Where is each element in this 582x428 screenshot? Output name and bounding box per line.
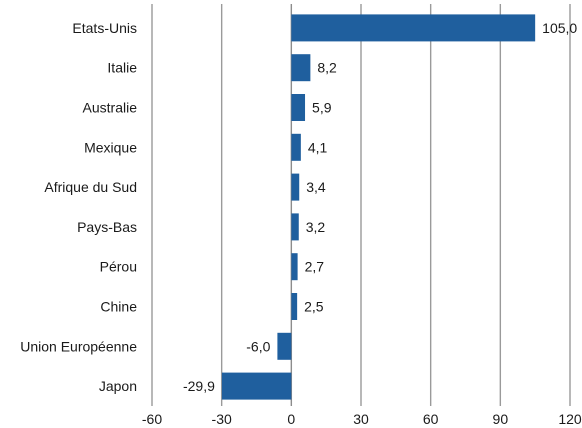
bar bbox=[291, 213, 299, 241]
x-tick-label: 0 bbox=[287, 411, 295, 427]
bars bbox=[221, 14, 536, 400]
x-tick-label: 120 bbox=[558, 411, 582, 427]
x-tick-label: -60 bbox=[142, 411, 162, 427]
data-label: 3,2 bbox=[306, 219, 326, 235]
category-label: Italie bbox=[107, 60, 137, 76]
gridlines bbox=[151, 4, 571, 406]
category-label: Chine bbox=[100, 299, 137, 315]
x-axis-tick-labels: -60 -30 0 30 60 90 120 bbox=[142, 411, 582, 427]
data-label: 8,2 bbox=[317, 60, 337, 76]
value-labels: 105,0 8,2 5,9 4,1 3,4 3,2 2,7 2,5 -6,0 -29,9 bbox=[183, 20, 577, 394]
data-label: -29,9 bbox=[183, 378, 215, 394]
data-label: 2,7 bbox=[305, 259, 325, 275]
data-label: 5,9 bbox=[312, 100, 332, 116]
category-label: Afrique du Sud bbox=[44, 179, 137, 195]
category-label: Union Européenne bbox=[20, 338, 137, 354]
x-tick-label: 90 bbox=[493, 411, 509, 427]
x-tick-label: 60 bbox=[423, 411, 439, 427]
data-label: 3,4 bbox=[306, 179, 326, 195]
bar bbox=[291, 54, 311, 82]
bar bbox=[291, 293, 298, 320]
bar bbox=[291, 173, 300, 201]
category-label: Australie bbox=[83, 100, 138, 116]
category-label: Japon bbox=[99, 378, 137, 394]
bar bbox=[291, 253, 298, 281]
category-label: Mexique bbox=[84, 139, 137, 155]
bar bbox=[277, 332, 292, 360]
bar bbox=[291, 14, 536, 42]
x-tick-label: -30 bbox=[212, 411, 232, 427]
category-labels: Etats-Unis Italie Australie Mexique Afrique … bbox=[20, 20, 137, 394]
data-label: 4,1 bbox=[308, 139, 328, 155]
category-label: Pays-Bas bbox=[77, 219, 137, 235]
category-label: Etats-Unis bbox=[72, 20, 137, 36]
bar bbox=[221, 372, 292, 400]
data-label: 105,0 bbox=[542, 20, 577, 36]
bar bbox=[291, 94, 306, 121]
data-label: -6,0 bbox=[246, 338, 270, 354]
x-tick-label: 30 bbox=[353, 411, 369, 427]
category-label: Pérou bbox=[100, 259, 137, 275]
bar bbox=[291, 133, 301, 161]
data-label: 2,5 bbox=[304, 299, 324, 315]
